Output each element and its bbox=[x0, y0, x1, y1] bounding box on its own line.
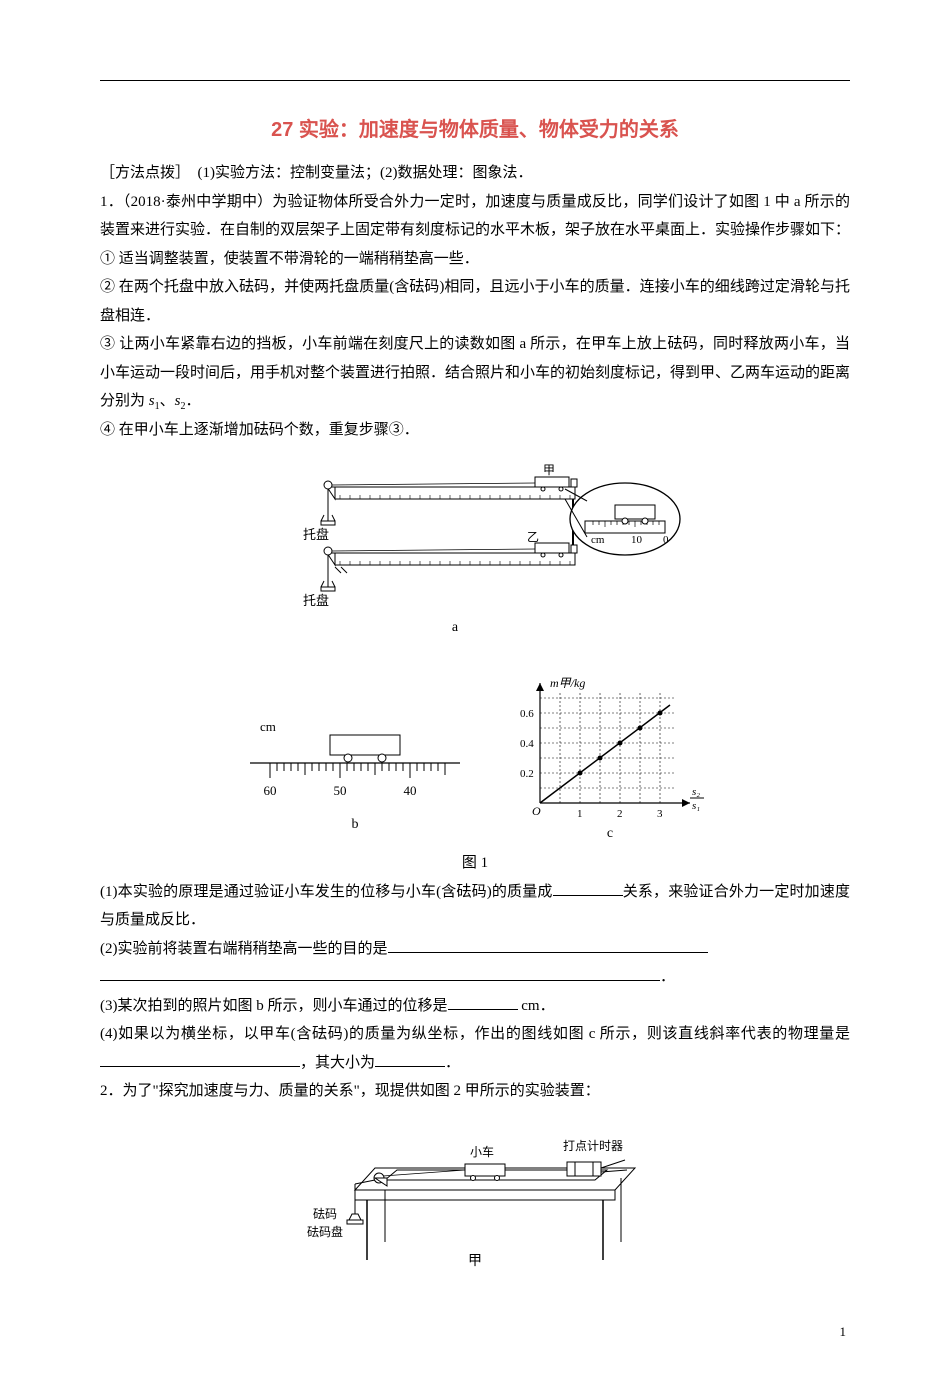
svg-text:2: 2 bbox=[617, 808, 623, 820]
svg-text:0.6: 0.6 bbox=[520, 708, 534, 720]
figure-1-caption: 图 1 bbox=[100, 849, 850, 878]
svg-text:0: 0 bbox=[663, 534, 669, 546]
q1-sub1: (1)本实验的原理是通过验证小车发生的位移与小车(含砝码)的质量成关系，来验证合… bbox=[100, 878, 850, 935]
figure-bc-row: cm 60 50 40 b bbox=[100, 673, 850, 843]
ruler-photo-b: cm 60 50 40 b bbox=[240, 703, 470, 843]
svg-text:甲: 甲 bbox=[543, 463, 555, 477]
q1-step1: ① 适当调整装置，使装置不带滑轮的一端稍稍垫高一些． bbox=[100, 245, 850, 274]
blank-4b bbox=[375, 1050, 445, 1067]
svg-text:c: c bbox=[607, 826, 613, 841]
svg-text:40: 40 bbox=[404, 783, 417, 798]
blank-4a bbox=[100, 1050, 300, 1067]
q1-sub4: (4)如果以为横坐标，以甲车(含砝码)的质量为纵坐标，作出的图线如图 c 所示，… bbox=[100, 1020, 850, 1077]
svg-text:m甲/kg: m甲/kg bbox=[550, 676, 585, 690]
svg-text:小车: 小车 bbox=[470, 1144, 494, 1159]
graph-c: m甲/kg 0.2 0.4 0.6 O 1 2 3 s₂ s₁ c bbox=[510, 673, 710, 843]
svg-text:砝码盘: 砝码盘 bbox=[307, 1224, 343, 1239]
q1-sub2-line2: ． bbox=[100, 963, 850, 992]
svg-text:a: a bbox=[452, 620, 459, 635]
apparatus-diagram-a: 甲 托盘 乙 托盘 bbox=[265, 459, 685, 649]
svg-text:O: O bbox=[532, 804, 541, 818]
svg-text:托盘: 托盘 bbox=[303, 593, 329, 608]
method-tip: ［方法点拨］ (1)实验方法：控制变量法；(2)数据处理：图象法． bbox=[100, 159, 850, 188]
svg-text:1: 1 bbox=[577, 808, 583, 820]
figure-a: 甲 托盘 乙 托盘 bbox=[100, 459, 850, 660]
q1-step3: ③ 让两小车紧靠右边的挡板，小车前端在刻度尺上的读数如图 a 所示，在甲车上放上… bbox=[100, 330, 850, 416]
page-title: 27 实验：加速度与物体质量、物体受力的关系 bbox=[100, 111, 850, 149]
blank-2a bbox=[388, 936, 708, 953]
svg-text:乙: 乙 bbox=[527, 530, 539, 544]
svg-text:托盘: 托盘 bbox=[303, 527, 329, 542]
q1-sub2: (2)实验前将装置右端稍稍垫高一些的目的是 bbox=[100, 935, 850, 964]
svg-text:打点计时器: 打点计时器 bbox=[563, 1139, 623, 1153]
figure-2-jia: 小车 打点计时器 砝码 砝码盘 甲 bbox=[100, 1120, 850, 1281]
apparatus-diagram-2: 小车 打点计时器 砝码 砝码盘 甲 bbox=[295, 1120, 655, 1270]
q1-step3-a: ③ 让两小车紧靠右边的挡板，小车前端在刻度尺上的读数如图 a 所示，在甲车上放上… bbox=[100, 336, 850, 409]
s-mid: 、 bbox=[160, 393, 175, 409]
blank-2b bbox=[100, 965, 660, 982]
svg-text:s₁: s₁ bbox=[692, 800, 700, 812]
q1-step4: ④ 在甲小车上逐渐增加砝码个数，重复步骤③． bbox=[100, 416, 850, 445]
svg-text:0.2: 0.2 bbox=[520, 768, 534, 780]
svg-text:10: 10 bbox=[631, 534, 643, 546]
svg-text:cm: cm bbox=[591, 534, 605, 546]
page-number: 1 bbox=[100, 1320, 850, 1345]
blank-3 bbox=[448, 993, 518, 1010]
svg-text:cm: cm bbox=[260, 719, 276, 734]
top-rule bbox=[100, 80, 850, 81]
svg-text:s₂: s₂ bbox=[692, 786, 700, 798]
svg-text:砝码: 砝码 bbox=[313, 1206, 337, 1221]
svg-text:3: 3 bbox=[657, 808, 663, 820]
q1-intro: 1．（2018·泰州中学期中）为验证物体所受合外力一定时，加速度与质量成反比，同… bbox=[100, 188, 850, 245]
svg-text:甲: 甲 bbox=[468, 1254, 482, 1269]
svg-text:50: 50 bbox=[334, 783, 347, 798]
svg-text:60: 60 bbox=[264, 783, 277, 798]
q1-step2: ② 在两个托盘中放入砝码，并使两托盘质量(含砝码)相同，且远小于小车的质量．连接… bbox=[100, 273, 850, 330]
q2-intro: 2．为了"探究加速度与力、质量的关系"，现提供如图 2 甲所示的实验装置： bbox=[100, 1077, 850, 1106]
q1-sub3: (3)某次拍到的照片如图 b 所示，则小车通过的位移是 cm． bbox=[100, 992, 850, 1021]
svg-text:0.4: 0.4 bbox=[520, 738, 534, 750]
q1-step3-b: ． bbox=[185, 393, 200, 409]
svg-text:b: b bbox=[352, 817, 359, 832]
blank-1 bbox=[553, 879, 623, 896]
